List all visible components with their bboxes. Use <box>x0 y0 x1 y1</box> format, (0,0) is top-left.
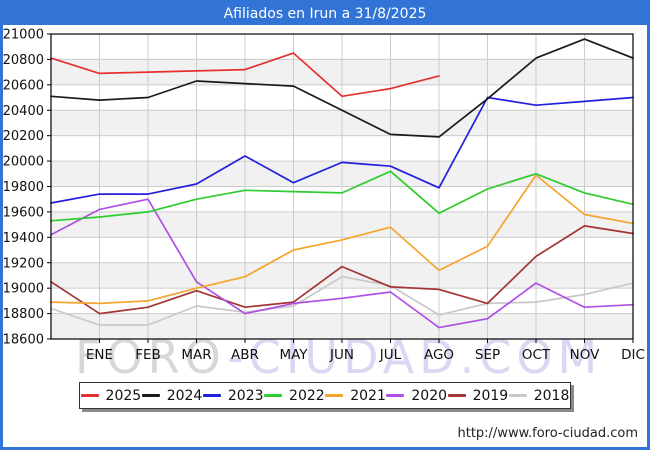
x-tick-label: OCT <box>522 347 551 363</box>
legend-item-2024: 2024 <box>141 387 203 404</box>
x-tick-label: ABR <box>231 347 259 363</box>
legend-swatch-2023 <box>202 394 221 397</box>
series-line-2025 <box>50 52 440 98</box>
series-line-2019 <box>50 225 634 315</box>
legend-label-2022: 2022 <box>289 387 325 404</box>
y-tick-label: 20800 <box>3 53 44 68</box>
chart-title: Afiliados en Irun a 31/8/2025 <box>223 6 427 22</box>
y-tick-label: 20200 <box>3 129 44 144</box>
y-tick-label: 20400 <box>3 104 44 119</box>
legend-swatch-2025 <box>80 394 99 397</box>
x-tick-label: AGO <box>424 347 454 363</box>
legend: 2025 2024 2023 2022 2021 2020 2019 2018 <box>79 382 571 409</box>
series-line-2021 <box>50 174 634 305</box>
legend-label-2024: 2024 <box>166 387 203 404</box>
series-line-2022 <box>50 170 634 222</box>
y-tick-label: 20600 <box>3 78 44 93</box>
line-chart-svg: 21000 20800 20600 20400 20200 20000 19800 19600… <box>3 28 645 364</box>
y-tick-label: 20000 <box>3 155 44 170</box>
legend-item-2018: 2018 <box>508 387 570 404</box>
x-tick-label: MAR <box>181 347 211 363</box>
legend-item-2020: 2020 <box>386 388 447 404</box>
legend-label-2021: 2021 <box>350 387 386 404</box>
legend-swatch-2020 <box>386 394 405 397</box>
y-tick-label: 21000 <box>3 28 44 43</box>
y-tick-label: 19600 <box>3 205 44 220</box>
title-bar: Afiliados en Irun a 31/8/2025 <box>3 3 647 25</box>
series-line-2020 <box>50 198 634 329</box>
y-tick-label: 19200 <box>3 256 44 271</box>
legend-swatch-2022 <box>264 394 283 397</box>
series-line-2024 <box>50 38 634 138</box>
legend-label-2023: 2023 <box>227 387 264 404</box>
legend-label-2019: 2019 <box>472 387 509 404</box>
series-line-2023 <box>50 96 634 204</box>
legend-item-2022: 2022 <box>264 388 325 404</box>
legend-swatch-2024 <box>141 394 160 397</box>
x-tick-label: JUN <box>329 347 354 363</box>
x-tick-label: MAY <box>279 347 308 363</box>
legend-item-2021: 2021 <box>325 388 386 404</box>
legend-label-2025: 2025 <box>105 387 142 404</box>
x-tick-label: DIC <box>621 347 645 363</box>
legend-item-2019: 2019 <box>447 387 509 404</box>
legend-item-2025: 2025 <box>80 387 142 404</box>
series-line-2018 <box>50 275 634 326</box>
legend-label-2020: 2020 <box>411 387 448 404</box>
x-tick-label: SEP <box>475 347 500 363</box>
y-tick-label: 19000 <box>3 282 44 297</box>
legend-swatch-2019 <box>447 394 466 397</box>
legend-swatch-2018 <box>508 394 527 397</box>
footer-url: http://www.foro-ciudad.com <box>457 426 638 441</box>
x-tick-label: ENE <box>86 347 113 363</box>
y-tick-label: 18800 <box>3 307 44 322</box>
legend-label-2018: 2018 <box>533 387 570 404</box>
y-tick-label: 19800 <box>3 180 44 195</box>
legend-item-2023: 2023 <box>202 387 264 404</box>
y-tick-label: 18600 <box>3 333 44 348</box>
x-tick-label: JUL <box>379 347 402 363</box>
y-tick-label: 19400 <box>3 231 44 246</box>
legend-swatch-2021 <box>325 394 344 397</box>
x-tick-label: NOV <box>570 347 600 363</box>
x-tick-label: FEB <box>135 347 161 363</box>
